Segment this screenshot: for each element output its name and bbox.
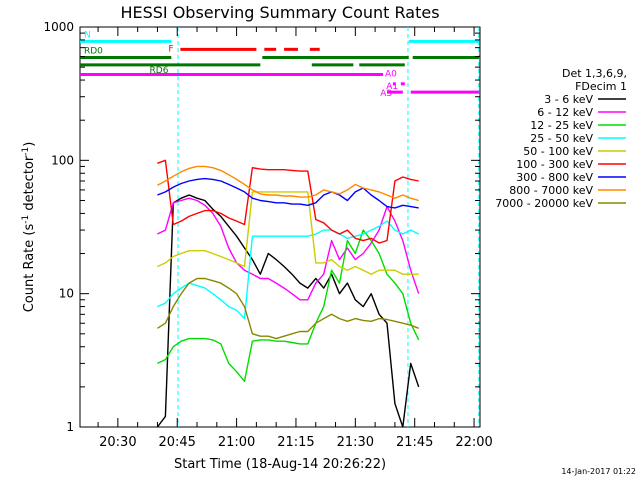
y-tick-label: 10	[59, 287, 74, 301]
y-tick-label: 100	[51, 153, 74, 167]
legend-label: 7000 - 20000 keV	[495, 197, 593, 210]
date-stamp: 14-Jan-2017 01:22	[561, 467, 636, 476]
x-tick-label: 21:15	[277, 435, 314, 450]
flag-label: A3	[380, 89, 392, 99]
x-tick-label: 21:30	[337, 435, 374, 450]
flag-label: RD0	[84, 47, 103, 57]
series-line	[157, 229, 420, 382]
y-tick-label: 1	[66, 420, 74, 434]
series-line	[157, 191, 419, 275]
y-axis-label-end: )	[22, 142, 37, 147]
x-tick-label: 22:00	[455, 435, 492, 450]
y-axis-label-sup1: -1	[21, 215, 31, 224]
legend-label: 50 - 100 keV	[523, 145, 593, 158]
x-tick-label: 20:30	[99, 435, 136, 450]
legend-label: 100 - 300 keV	[516, 158, 593, 171]
series-line	[157, 277, 419, 340]
y-axis-label: Count Rate (s-1 detector-1)	[21, 142, 37, 313]
y-axis-label-main: Count Rate (s	[22, 224, 37, 313]
flag-label: F	[168, 44, 173, 54]
legend-label: 25 - 50 keV	[530, 132, 593, 145]
flag-label: A1	[386, 82, 398, 92]
x-tick-label: 21:45	[396, 435, 433, 450]
plot-area	[79, 26, 481, 428]
legend-header-line1: Det 1,3,6,9,	[562, 67, 627, 80]
axes: 1 10 100 1000 20:30 20:45 21:00 21:15 21:30 21:45…	[43, 20, 492, 450]
legend-header-line2: FDecim 1	[575, 80, 627, 93]
series-line	[157, 159, 419, 244]
x-tick-label: 21:00	[218, 435, 255, 450]
flag-label: A0	[385, 70, 397, 80]
x-tick-label: 20:45	[158, 435, 195, 450]
series-line	[157, 197, 420, 301]
legend-label: 300 - 800 keV	[516, 171, 593, 184]
chart-title: HESSI Observing Summary Count Rates	[120, 3, 439, 22]
series-line	[157, 177, 419, 209]
series-group	[156, 159, 420, 428]
x-axis-label: Start Time (18-Aug-14 20:26:22)	[174, 457, 386, 472]
y-tick-label: 1000	[43, 20, 74, 34]
legend-label: 3 - 6 keV	[544, 93, 593, 106]
plot-frame	[79, 26, 481, 428]
legend-label: 6 - 12 keV	[537, 106, 593, 119]
y-axis-label-mid: detector	[22, 155, 37, 215]
y-axis-label-sup2: -1	[21, 147, 31, 156]
flag-label: RD6	[150, 66, 169, 76]
flag-label: N	[84, 30, 91, 40]
legend-label: 12 - 25 keV	[530, 119, 593, 132]
series-line	[157, 220, 420, 320]
series-line	[157, 165, 419, 202]
legend-label: 800 - 7000 keV	[509, 184, 593, 197]
series-line	[156, 194, 420, 428]
